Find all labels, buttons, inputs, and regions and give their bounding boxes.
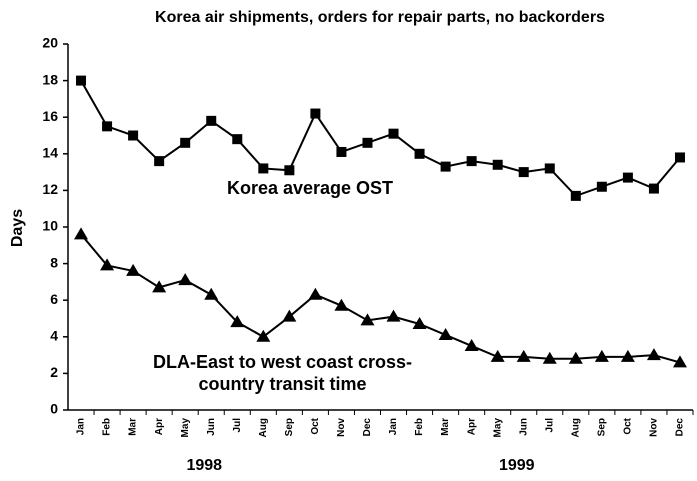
y-tick-label: 10 bbox=[42, 218, 58, 234]
marker bbox=[178, 273, 193, 286]
marker bbox=[100, 258, 115, 271]
year-label: 1998 bbox=[186, 457, 222, 474]
marker bbox=[360, 313, 375, 326]
marker bbox=[206, 115, 217, 126]
marker bbox=[544, 163, 555, 174]
x-tick-label: Oct bbox=[623, 417, 634, 434]
x-tick-label: Aug bbox=[258, 418, 269, 437]
marker bbox=[284, 165, 295, 176]
marker bbox=[674, 152, 685, 163]
y-axis-label: Days bbox=[9, 209, 26, 247]
marker bbox=[492, 159, 503, 170]
marker bbox=[414, 148, 425, 159]
x-tick-label: Jan bbox=[76, 418, 87, 435]
x-tick-label: Sep bbox=[284, 418, 295, 436]
chart-title: Korea air shipments, orders for repair p… bbox=[155, 9, 605, 26]
marker bbox=[440, 161, 451, 172]
x-tick-label: Nov bbox=[649, 418, 660, 437]
marker bbox=[102, 121, 113, 132]
x-tick-label: Jan bbox=[388, 418, 399, 435]
x-tick-label: Sep bbox=[596, 418, 607, 436]
marker bbox=[310, 108, 321, 119]
marker bbox=[180, 137, 191, 148]
y-tick-label: 16 bbox=[42, 108, 58, 124]
y-tick-label: 0 bbox=[50, 401, 58, 417]
marker bbox=[570, 190, 581, 201]
marker bbox=[334, 298, 349, 311]
marker bbox=[516, 349, 531, 362]
marker bbox=[490, 349, 505, 362]
x-tick-label: Jun bbox=[206, 418, 217, 436]
marker bbox=[282, 309, 297, 322]
marker bbox=[622, 172, 633, 183]
x-tick-label: Jul bbox=[232, 418, 243, 433]
x-tick-label: Apr bbox=[154, 418, 165, 435]
marker bbox=[672, 355, 687, 368]
x-tick-label: Oct bbox=[310, 417, 321, 434]
marker bbox=[466, 156, 477, 167]
x-tick-label: May bbox=[492, 418, 503, 438]
y-tick-label: 18 bbox=[42, 71, 58, 87]
y-tick-label: 6 bbox=[50, 291, 58, 307]
marker bbox=[620, 349, 635, 362]
y-tick-label: 4 bbox=[50, 328, 58, 344]
year-label: 1999 bbox=[499, 457, 535, 474]
x-tick-label: Dec bbox=[362, 418, 373, 437]
marker bbox=[76, 75, 87, 86]
x-tick-label: Feb bbox=[102, 418, 113, 436]
x-tick-label: Jun bbox=[518, 418, 529, 436]
y-tick-label: 12 bbox=[42, 181, 58, 197]
x-tick-label: Nov bbox=[336, 418, 347, 437]
marker bbox=[232, 134, 243, 145]
marker bbox=[464, 338, 479, 351]
y-tick-label: 20 bbox=[42, 35, 58, 51]
x-tick-label: Dec bbox=[675, 418, 686, 437]
marker bbox=[518, 167, 529, 178]
marker bbox=[230, 315, 245, 328]
marker bbox=[204, 287, 219, 300]
x-tick-label: Feb bbox=[414, 418, 425, 436]
marker bbox=[128, 130, 139, 141]
marker bbox=[596, 181, 607, 192]
marker bbox=[412, 316, 427, 329]
marker bbox=[438, 327, 453, 340]
marker bbox=[646, 348, 661, 361]
series-label: DLA-East to west coast cross-country tra… bbox=[152, 352, 413, 394]
marker bbox=[152, 280, 167, 293]
marker bbox=[256, 329, 271, 342]
marker bbox=[542, 351, 557, 364]
series-line bbox=[80, 233, 681, 364]
marker bbox=[258, 163, 269, 174]
series-label: Korea average OST bbox=[226, 178, 394, 198]
x-tick-label: Aug bbox=[570, 418, 581, 437]
marker bbox=[594, 349, 609, 362]
x-tick-label: Mar bbox=[440, 418, 451, 436]
x-tick-label: May bbox=[180, 418, 191, 438]
marker bbox=[126, 263, 141, 276]
marker bbox=[648, 183, 659, 194]
marker bbox=[154, 156, 165, 167]
marker bbox=[362, 137, 373, 148]
marker bbox=[308, 287, 323, 300]
marker bbox=[568, 351, 583, 364]
marker bbox=[74, 227, 89, 240]
y-tick-label: 8 bbox=[50, 254, 58, 270]
x-tick-label: Mar bbox=[128, 418, 139, 436]
marker bbox=[336, 146, 347, 157]
y-tick-label: 14 bbox=[42, 145, 58, 161]
y-tick-label: 2 bbox=[50, 364, 58, 380]
marker bbox=[386, 309, 401, 322]
x-tick-label: Apr bbox=[466, 418, 477, 435]
marker bbox=[388, 128, 399, 139]
x-tick-label: Jul bbox=[544, 418, 555, 433]
